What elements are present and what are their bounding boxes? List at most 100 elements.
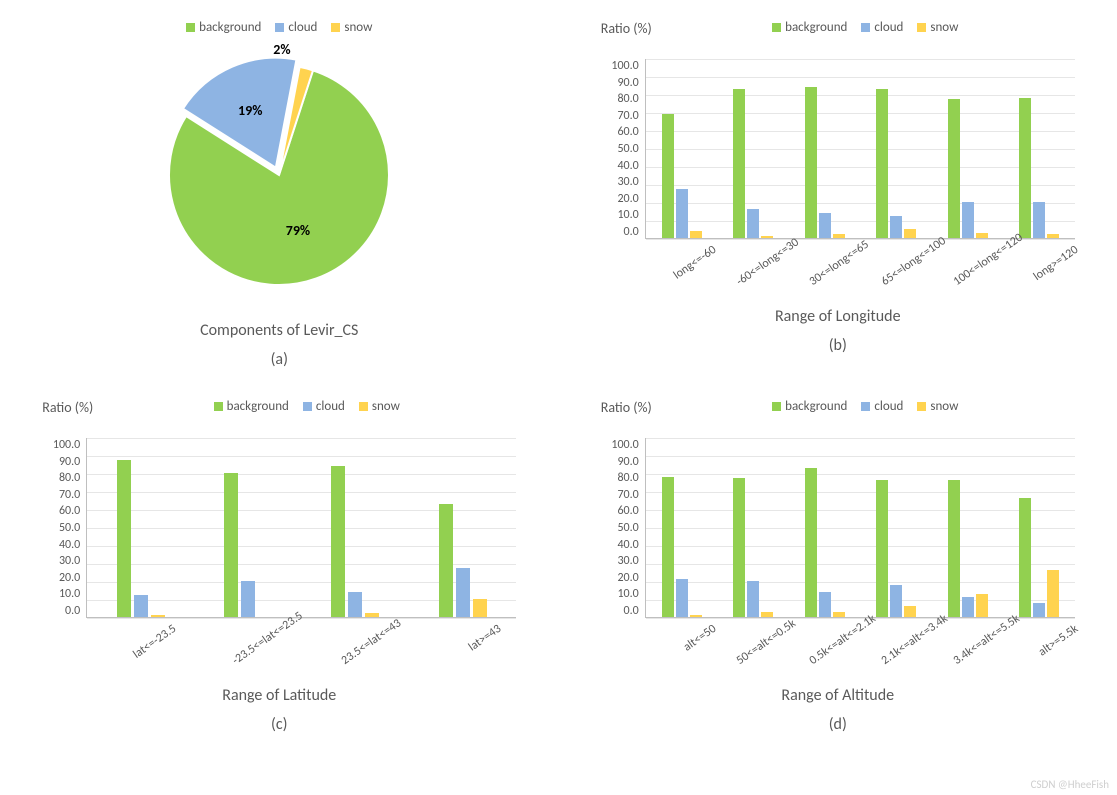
y-axis-title: Ratio (%): [42, 399, 93, 416]
bar-background: [948, 480, 960, 617]
y-tick-label: 10.0: [597, 587, 639, 601]
bar-group: [224, 473, 272, 617]
swatch-snow-icon: [917, 402, 926, 411]
swatch-snow-icon: [331, 23, 340, 32]
y-tick-label: 20.0: [597, 192, 639, 206]
y-tick-label: 50.0: [38, 521, 80, 535]
y-tick-label: 0.0: [597, 604, 639, 618]
bar-cloud: [241, 581, 255, 617]
legend-item-background: background: [214, 399, 289, 414]
bar-cloud: [747, 581, 759, 617]
bar-groups: [87, 438, 516, 617]
bar-group: [331, 466, 379, 617]
swatch-background-icon: [214, 402, 223, 411]
y-tick-label: 70.0: [597, 109, 639, 123]
bar-groups: [646, 438, 1075, 617]
y-tick-label: 80.0: [38, 471, 80, 485]
plot-area: [86, 438, 516, 618]
y-tick-label: 90.0: [38, 455, 80, 469]
legend-label: background: [785, 20, 847, 35]
swatch-cloud-icon: [275, 23, 284, 32]
bar-group: [1019, 498, 1059, 617]
bar-group: [117, 460, 165, 617]
bar-group: [948, 99, 988, 238]
y-tick-label: 90.0: [597, 76, 639, 90]
bar-background: [805, 468, 817, 617]
bar-cloud: [890, 216, 902, 238]
bar-chart: 100.090.080.070.060.050.040.030.020.010.…: [597, 420, 1079, 618]
panel-c: Ratio (%) background cloud snow 100.090.…: [20, 399, 539, 748]
y-tick-label: 50.0: [597, 142, 639, 156]
bar-background: [733, 89, 745, 238]
legend-item-background: background: [772, 20, 847, 35]
bar-snow: [690, 231, 702, 238]
bar-background: [117, 460, 131, 617]
bar-snow: [833, 234, 845, 238]
panel-b: Ratio (%) background cloud snow 100.090.…: [579, 20, 1098, 369]
panel-d: Ratio (%) background cloud snow 100.090.…: [579, 399, 1098, 748]
bar-cloud: [134, 595, 148, 617]
legend-item-snow: snow: [331, 20, 372, 35]
legend-label: cloud: [288, 20, 317, 35]
legend-label: cloud: [874, 20, 903, 35]
y-tick-label: 60.0: [38, 504, 80, 518]
y-tick-label: 70.0: [597, 488, 639, 502]
legend-label: background: [785, 399, 847, 414]
bar-background: [805, 87, 817, 238]
y-tick-label: 40.0: [38, 538, 80, 552]
legend-item-snow: snow: [917, 399, 958, 414]
bar-chart: 100.090.080.070.060.050.040.030.020.010.…: [597, 41, 1079, 239]
legend-item-cloud: cloud: [303, 399, 345, 414]
legend-item-cloud: cloud: [861, 399, 903, 414]
legend-label: snow: [930, 20, 958, 35]
y-ticks: 100.090.080.070.060.050.040.030.020.010.…: [597, 438, 639, 618]
bar-background: [662, 114, 674, 238]
bar-snow: [976, 594, 988, 617]
panel-sublabel: (b): [597, 336, 1079, 355]
y-tick-label: 0.0: [38, 604, 80, 618]
bar-group: [662, 114, 702, 238]
bar-background: [876, 89, 888, 238]
x-labels: alt<=5050<=alt<=0.5k0.5k<=alt<=2.1k2.1k<…: [645, 622, 1079, 680]
bar-snow: [1047, 234, 1059, 238]
bar-group: [662, 477, 702, 617]
y-tick-label: 40.0: [597, 159, 639, 173]
x-labels: long<=-60-60<=long<=3030<=long<=6565<=lo…: [645, 243, 1079, 301]
y-tick-label: 80.0: [597, 92, 639, 106]
y-tick-label: 60.0: [597, 504, 639, 518]
bar-background: [1019, 498, 1031, 617]
bar-cloud: [747, 209, 759, 238]
bar-chart: 100.090.080.070.060.050.040.030.020.010.…: [38, 420, 520, 618]
legend: background cloud snow: [186, 20, 372, 35]
x-labels: lat<=-23.5-23.5<=lat<=23.523.5<=lat<=43l…: [86, 622, 520, 680]
bar-cloud: [1033, 603, 1045, 617]
panel-sublabel: (c): [38, 715, 520, 734]
panel-title: Components of Levir_CS: [200, 321, 358, 340]
swatch-background-icon: [772, 402, 781, 411]
pie-data-label: 19%: [238, 102, 262, 119]
bar-snow: [151, 615, 165, 617]
legend-label: cloud: [874, 399, 903, 414]
panel-sublabel: (d): [597, 715, 1079, 734]
legend-item-snow: snow: [917, 20, 958, 35]
bar-group: [805, 87, 845, 238]
bar-background: [439, 504, 453, 617]
bar-snow: [761, 612, 773, 617]
y-axis-title: Ratio (%): [601, 20, 652, 37]
y-tick-label: 100.0: [597, 438, 639, 452]
y-tick-label: 90.0: [597, 455, 639, 469]
y-ticks: 100.090.080.070.060.050.040.030.020.010.…: [38, 438, 80, 618]
bar-snow: [976, 233, 988, 238]
bar-background: [948, 99, 960, 238]
swatch-snow-icon: [917, 23, 926, 32]
swatch-cloud-icon: [861, 402, 870, 411]
y-tick-label: 70.0: [38, 488, 80, 502]
swatch-cloud-icon: [861, 23, 870, 32]
legend-label: background: [199, 20, 261, 35]
legend-label: background: [227, 399, 289, 414]
bar-background: [662, 477, 674, 617]
bar-groups: [646, 59, 1075, 238]
bar-group: [439, 504, 487, 617]
bar-cloud: [676, 579, 688, 617]
swatch-background-icon: [186, 23, 195, 32]
